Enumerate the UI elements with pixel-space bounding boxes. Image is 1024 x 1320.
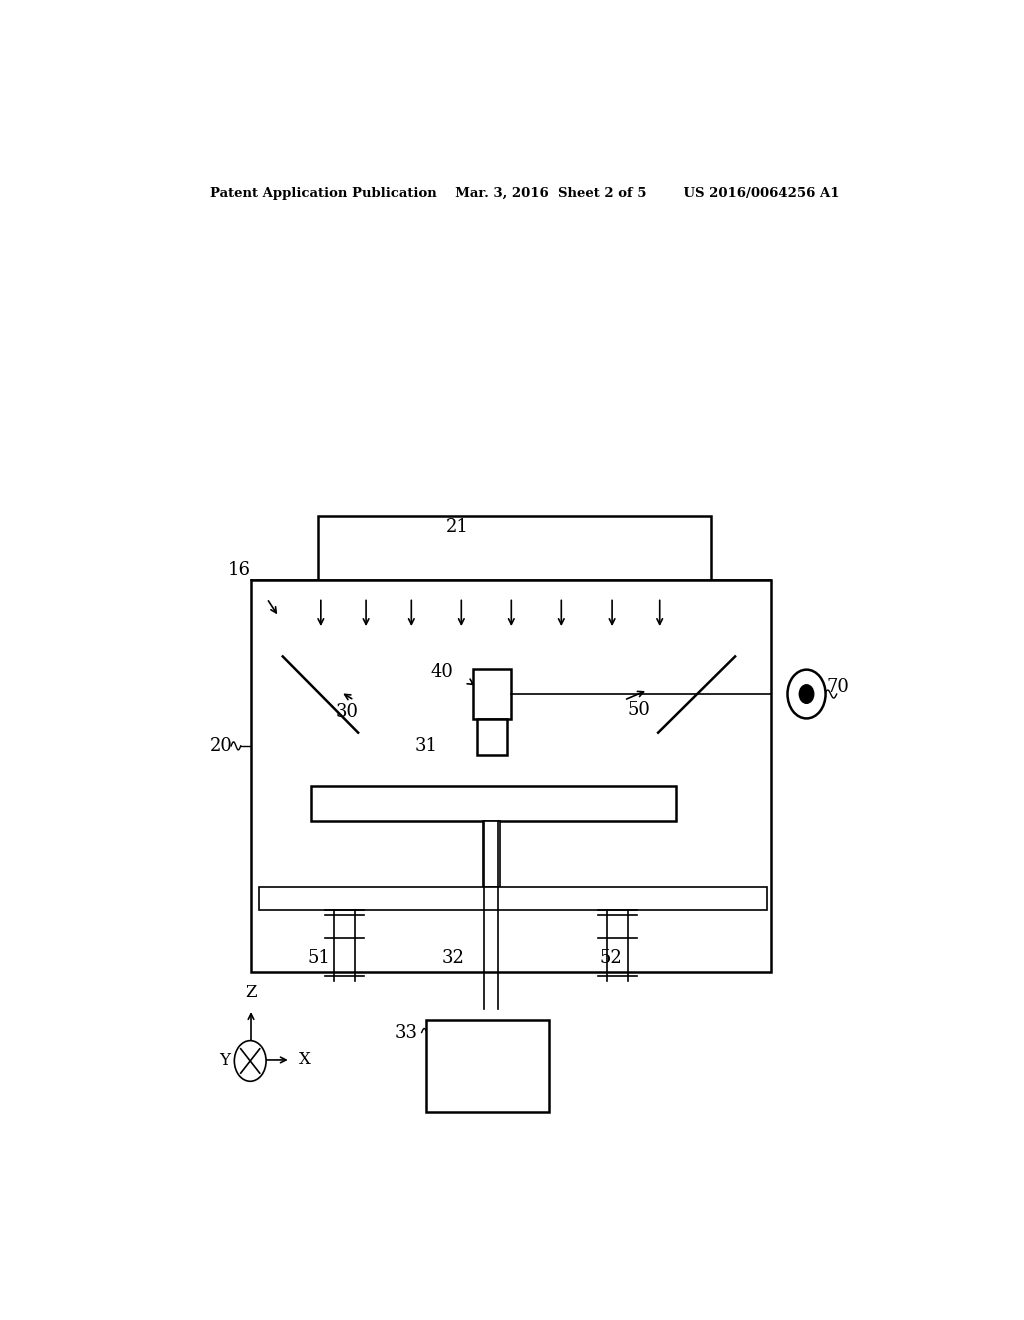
Bar <box>473 669 511 719</box>
Text: Patent Application Publication    Mar. 3, 2016  Sheet 2 of 5        US 2016/0064: Patent Application Publication Mar. 3, 2… <box>210 187 840 201</box>
Bar <box>310 785 676 821</box>
Circle shape <box>787 669 825 718</box>
Text: Z: Z <box>246 983 257 1001</box>
Text: Y: Y <box>219 1052 230 1069</box>
Text: 16: 16 <box>227 561 251 579</box>
Bar <box>426 1020 549 1111</box>
Text: 40: 40 <box>430 663 454 681</box>
Text: 52: 52 <box>599 949 622 968</box>
Text: 70: 70 <box>826 678 849 696</box>
Text: 30: 30 <box>335 704 358 721</box>
Text: X: X <box>299 1052 310 1068</box>
Circle shape <box>234 1040 266 1081</box>
Bar <box>482 821 500 887</box>
Bar <box>477 719 507 755</box>
Text: 32: 32 <box>442 949 465 968</box>
Bar <box>251 581 771 972</box>
Circle shape <box>800 685 814 704</box>
Bar <box>318 516 712 581</box>
Bar <box>259 887 767 909</box>
Text: 33: 33 <box>394 1023 418 1041</box>
Text: 20: 20 <box>210 737 233 755</box>
Text: FIG. 2: FIG. 2 <box>417 909 521 941</box>
Text: 21: 21 <box>445 519 469 536</box>
Text: 31: 31 <box>415 737 437 755</box>
Text: 50: 50 <box>628 701 651 719</box>
Text: 51: 51 <box>308 949 331 968</box>
